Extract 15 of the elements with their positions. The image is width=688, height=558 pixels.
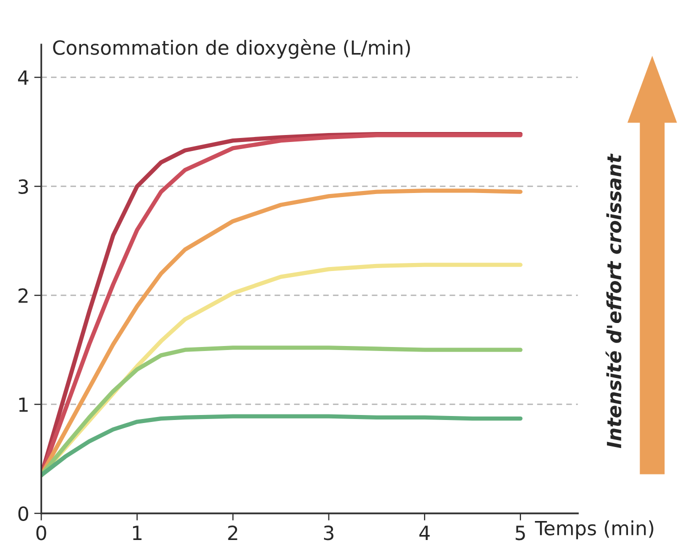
- x-tick-label: 1: [133, 526, 142, 540]
- x-tick-label: 2: [228, 526, 238, 540]
- y-axis-title: Consommation de dioxygène (L/min): [53, 39, 410, 59]
- line-series: [41, 414, 523, 478]
- y-tick-label: 2: [18, 288, 28, 303]
- y-tick-label: 0: [18, 506, 28, 522]
- x-tick-label: 5: [516, 526, 525, 540]
- y-tick-label: 1: [19, 398, 28, 412]
- x-tick-label: 0: [36, 526, 46, 540]
- text: Intensité d'effort croissant: [606, 154, 622, 448]
- y-tick-label: 3: [18, 179, 28, 194]
- x-axis-title: Temps (min): [534, 520, 654, 540]
- x-tick-label: 3: [324, 526, 334, 540]
- y-tick-label: 4: [18, 70, 28, 85]
- x-tick-label: 4: [419, 526, 430, 540]
